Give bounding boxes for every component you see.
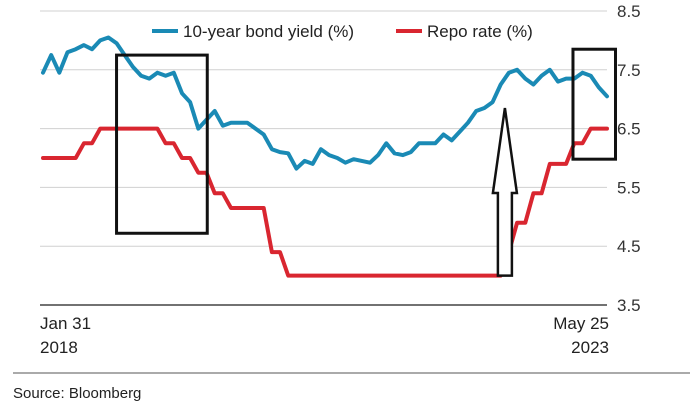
- source-note: Source: Bloomberg: [13, 385, 141, 402]
- legend-label-repo-rate: Repo rate (%): [427, 22, 533, 41]
- y-tick-label: 8.5: [617, 2, 641, 21]
- x-label-start-date: Jan 31: [40, 314, 91, 333]
- legend: 10-year bond yield (%) Repo rate (%): [152, 22, 533, 41]
- y-tick-label: 5.5: [617, 178, 641, 197]
- y-axis-ticks: 8.5 7.5 6.5 5.5 4.5 3.5: [617, 2, 641, 315]
- x-label-end-date: May 25: [553, 314, 609, 333]
- x-axis-labels: Jan 31 2018 May 25 2023: [40, 314, 609, 357]
- y-tick-label: 7.5: [617, 61, 641, 80]
- up-arrow-annotation: [491, 107, 519, 277]
- annotations: [115, 47, 618, 277]
- series-line-bond-yield: [41, 35, 609, 171]
- highlight-box-1: [115, 53, 209, 235]
- y-tick-label: 4.5: [617, 237, 641, 256]
- x-label-start-year: 2018: [40, 338, 78, 357]
- highlight-box-2: [571, 47, 618, 161]
- series-lines: [41, 35, 609, 278]
- x-label-end-year: 2023: [571, 338, 609, 357]
- y-tick-label: 6.5: [617, 120, 641, 139]
- legend-label-bond-yield: 10-year bond yield (%): [183, 22, 354, 41]
- y-tick-label: 3.5: [617, 296, 641, 315]
